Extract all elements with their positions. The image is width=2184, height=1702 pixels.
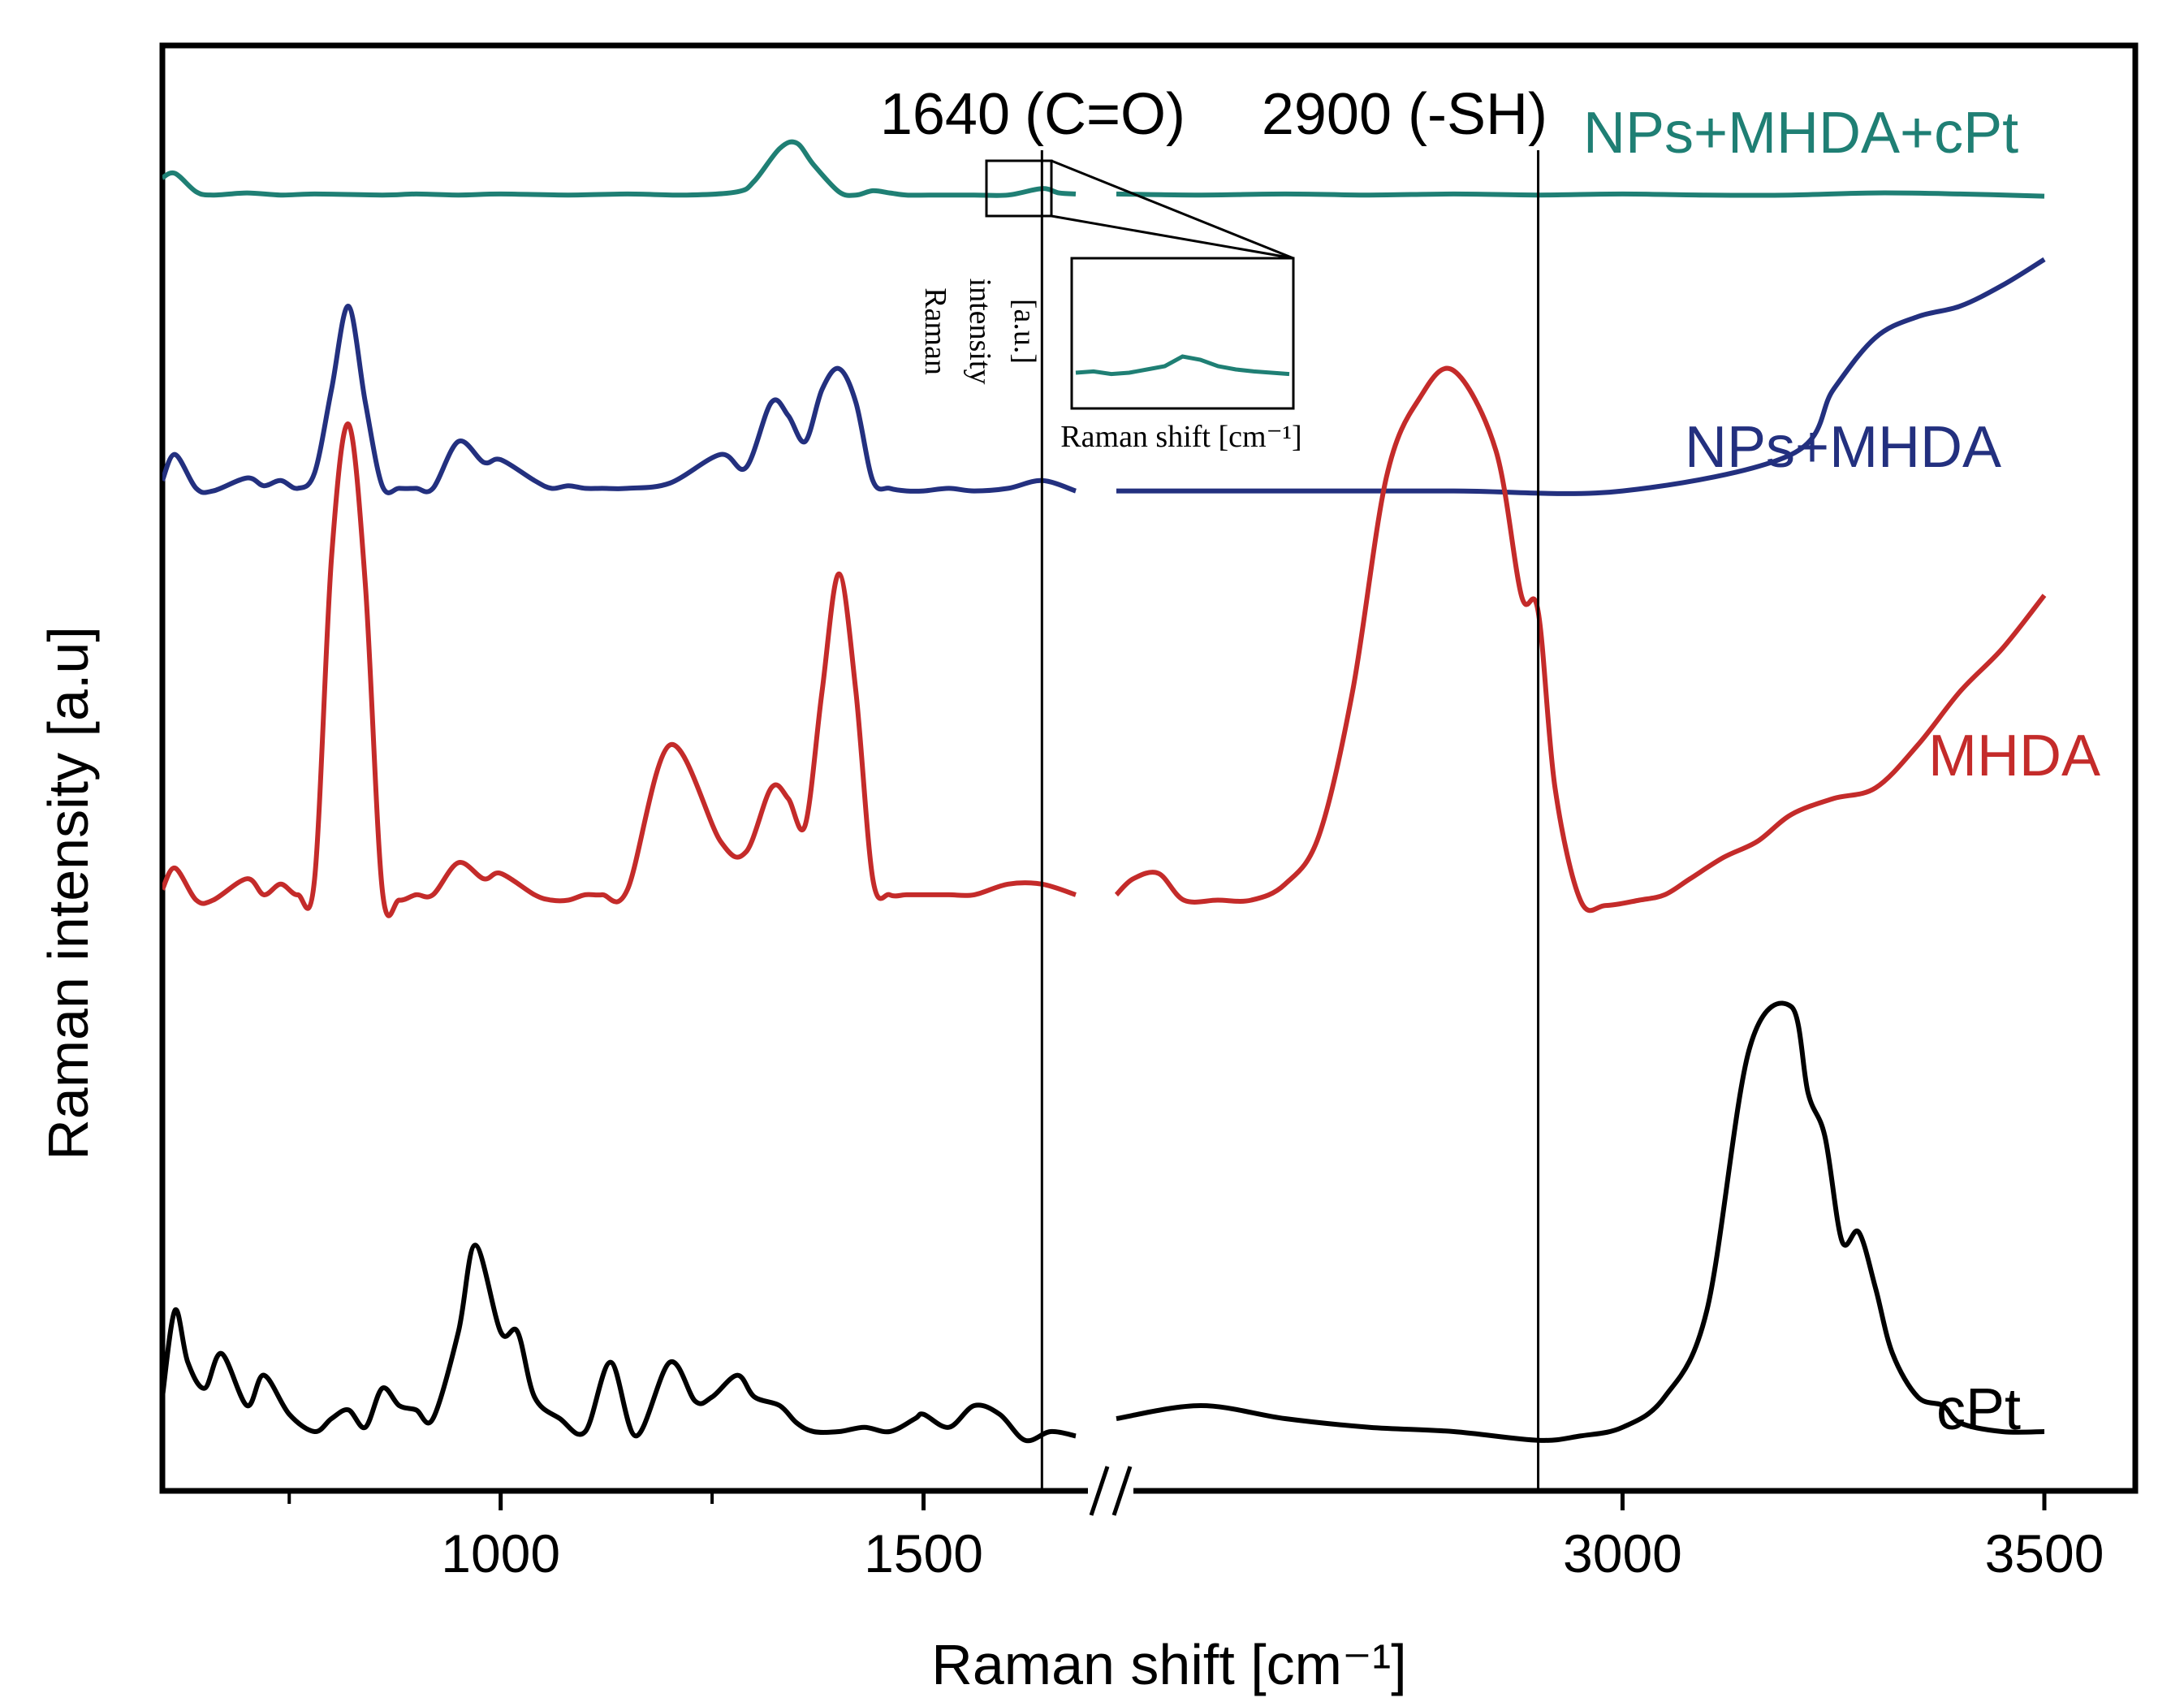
marker-layer: [1040, 150, 1540, 1491]
series-line-nps-mhda-cpt-part1: [162, 139, 1077, 198]
marker-label-sh: (-SH): [1408, 82, 1547, 147]
inset-y-label-line3: [a.u.]: [1008, 299, 1042, 364]
inset-source-box: [985, 159, 1053, 218]
series-line-mhda-part1: [162, 421, 1077, 918]
marker-label-2900: 2900: [1262, 82, 1392, 147]
x-tick-label-1500: 1500: [864, 1523, 983, 1583]
marker-label-c-o: (C=O): [1025, 82, 1185, 147]
series-line-nps-mhda-part1: [162, 304, 1077, 495]
series-labels: NPs+MHDA+cPt NPs+MHDA MHDA cPt: [1583, 101, 2100, 1442]
series-layer: [162, 139, 2047, 1444]
x-axis-title: Raman shift [cm⁻¹]: [931, 1633, 1406, 1696]
series-label-mhda: MHDA: [1928, 724, 2100, 788]
inset-y-label-line2: intensity: [963, 279, 997, 385]
marker-label-1640: 1640: [880, 82, 1010, 147]
series-line-nps-mhda-part2: [1116, 257, 2046, 496]
series-line-cpt-part2: [1116, 1000, 2045, 1443]
axis-break: [1088, 1463, 1133, 1518]
x-tick-label-3000: 3000: [1563, 1523, 1682, 1583]
inset-series-line: [1075, 354, 1290, 377]
x-tick-label-1000: 1000: [441, 1523, 560, 1583]
marker-labels: 1640 (C=O) 2900 (-SH): [880, 82, 1547, 147]
zoom-inset: Raman shift [cm⁻¹] Raman intensity [a.u.…: [918, 159, 1302, 454]
series-line-nps-mhda-cpt-part2: [1116, 190, 2045, 199]
x-tick-label-3500: 3500: [1985, 1523, 2104, 1583]
series-label-cpt: cPt: [1936, 1377, 2021, 1442]
plot-frame: [159, 42, 2139, 1494]
x-axis: 1000 1500 3000 3500: [287, 1491, 2104, 1583]
inset-x-label: Raman shift [cm⁻¹]: [1060, 420, 1301, 454]
y-axis-title: Raman intensity [a.u]: [37, 626, 100, 1160]
series-line-cpt-part1: [162, 1242, 1077, 1444]
inset-box: [1070, 257, 1295, 410]
series-label-nps-mhda: NPs+MHDA: [1685, 415, 2001, 480]
series-label-nps-mhda-cpt: NPs+MHDA+cPt: [1583, 101, 2018, 166]
series-line-mhda-part2: [1114, 365, 2047, 914]
inset-y-label-line1: Raman: [918, 287, 952, 375]
inset-y-label: Raman intensity [a.u.]: [918, 279, 1042, 385]
